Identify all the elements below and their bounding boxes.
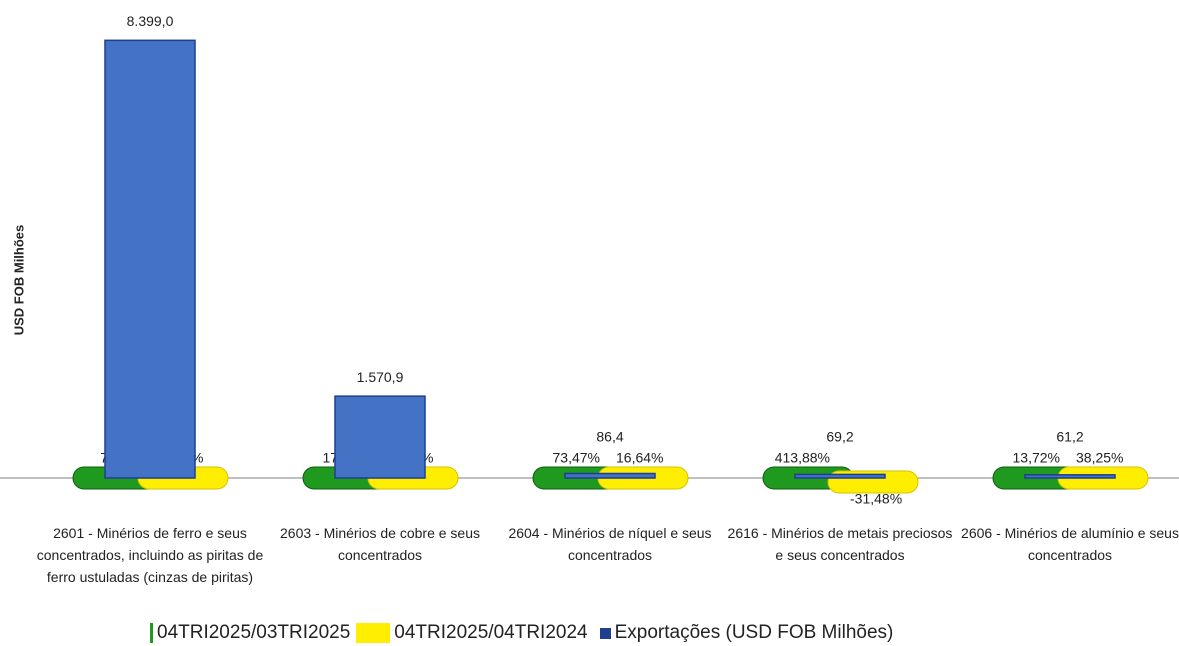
- x-tick-label: 2603 - Minérios de cobre e seus concentr…: [280, 525, 480, 563]
- bar: [794, 473, 886, 479]
- legend-label: Exportações (USD FOB Milhões): [614, 622, 894, 643]
- bar: [1024, 474, 1116, 479]
- bar: [104, 39, 196, 479]
- pct-label: 13,72%: [1013, 450, 1060, 466]
- x-tick-label: 2606 - Minérios de alumínio e seus conce…: [961, 525, 1179, 563]
- value-label: 1.570,9: [357, 369, 404, 385]
- x-tick-label: 2616 - Minérios de metais preciosos e se…: [727, 525, 953, 563]
- x-tick-label: 2601 - Minérios de ferro e seus concentr…: [36, 525, 264, 585]
- pct-label: -31,48%: [850, 491, 902, 507]
- value-label: 8.399,0: [127, 13, 174, 29]
- pct-label: 16,64%: [616, 450, 663, 466]
- legend-swatch: [356, 623, 391, 643]
- legend-label: 04TRI2025/04TRI2024: [394, 622, 588, 643]
- pct-label: 38,25%: [1076, 450, 1123, 466]
- bar: [334, 395, 426, 479]
- bar: [564, 472, 656, 479]
- legend-label: 04TRI2025/03TRI2025: [157, 622, 351, 643]
- legend-swatch: [150, 623, 153, 643]
- pct-label: 413,88%: [775, 450, 830, 466]
- value-label: 86,4: [596, 429, 623, 445]
- legend: 04TRI2025/03TRI2025 04TRI2025/04TRI2024 Ex…: [150, 622, 899, 644]
- value-label: 69,2: [826, 429, 853, 445]
- legend-swatch: [599, 627, 611, 639]
- pct-label: 73,47%: [553, 450, 600, 466]
- x-tick-label: 2604 - Minérios de níquel e seus concent…: [508, 525, 712, 563]
- value-label: 61,2: [1056, 429, 1083, 445]
- y-axis-label: USD FOB Milhões: [11, 225, 26, 336]
